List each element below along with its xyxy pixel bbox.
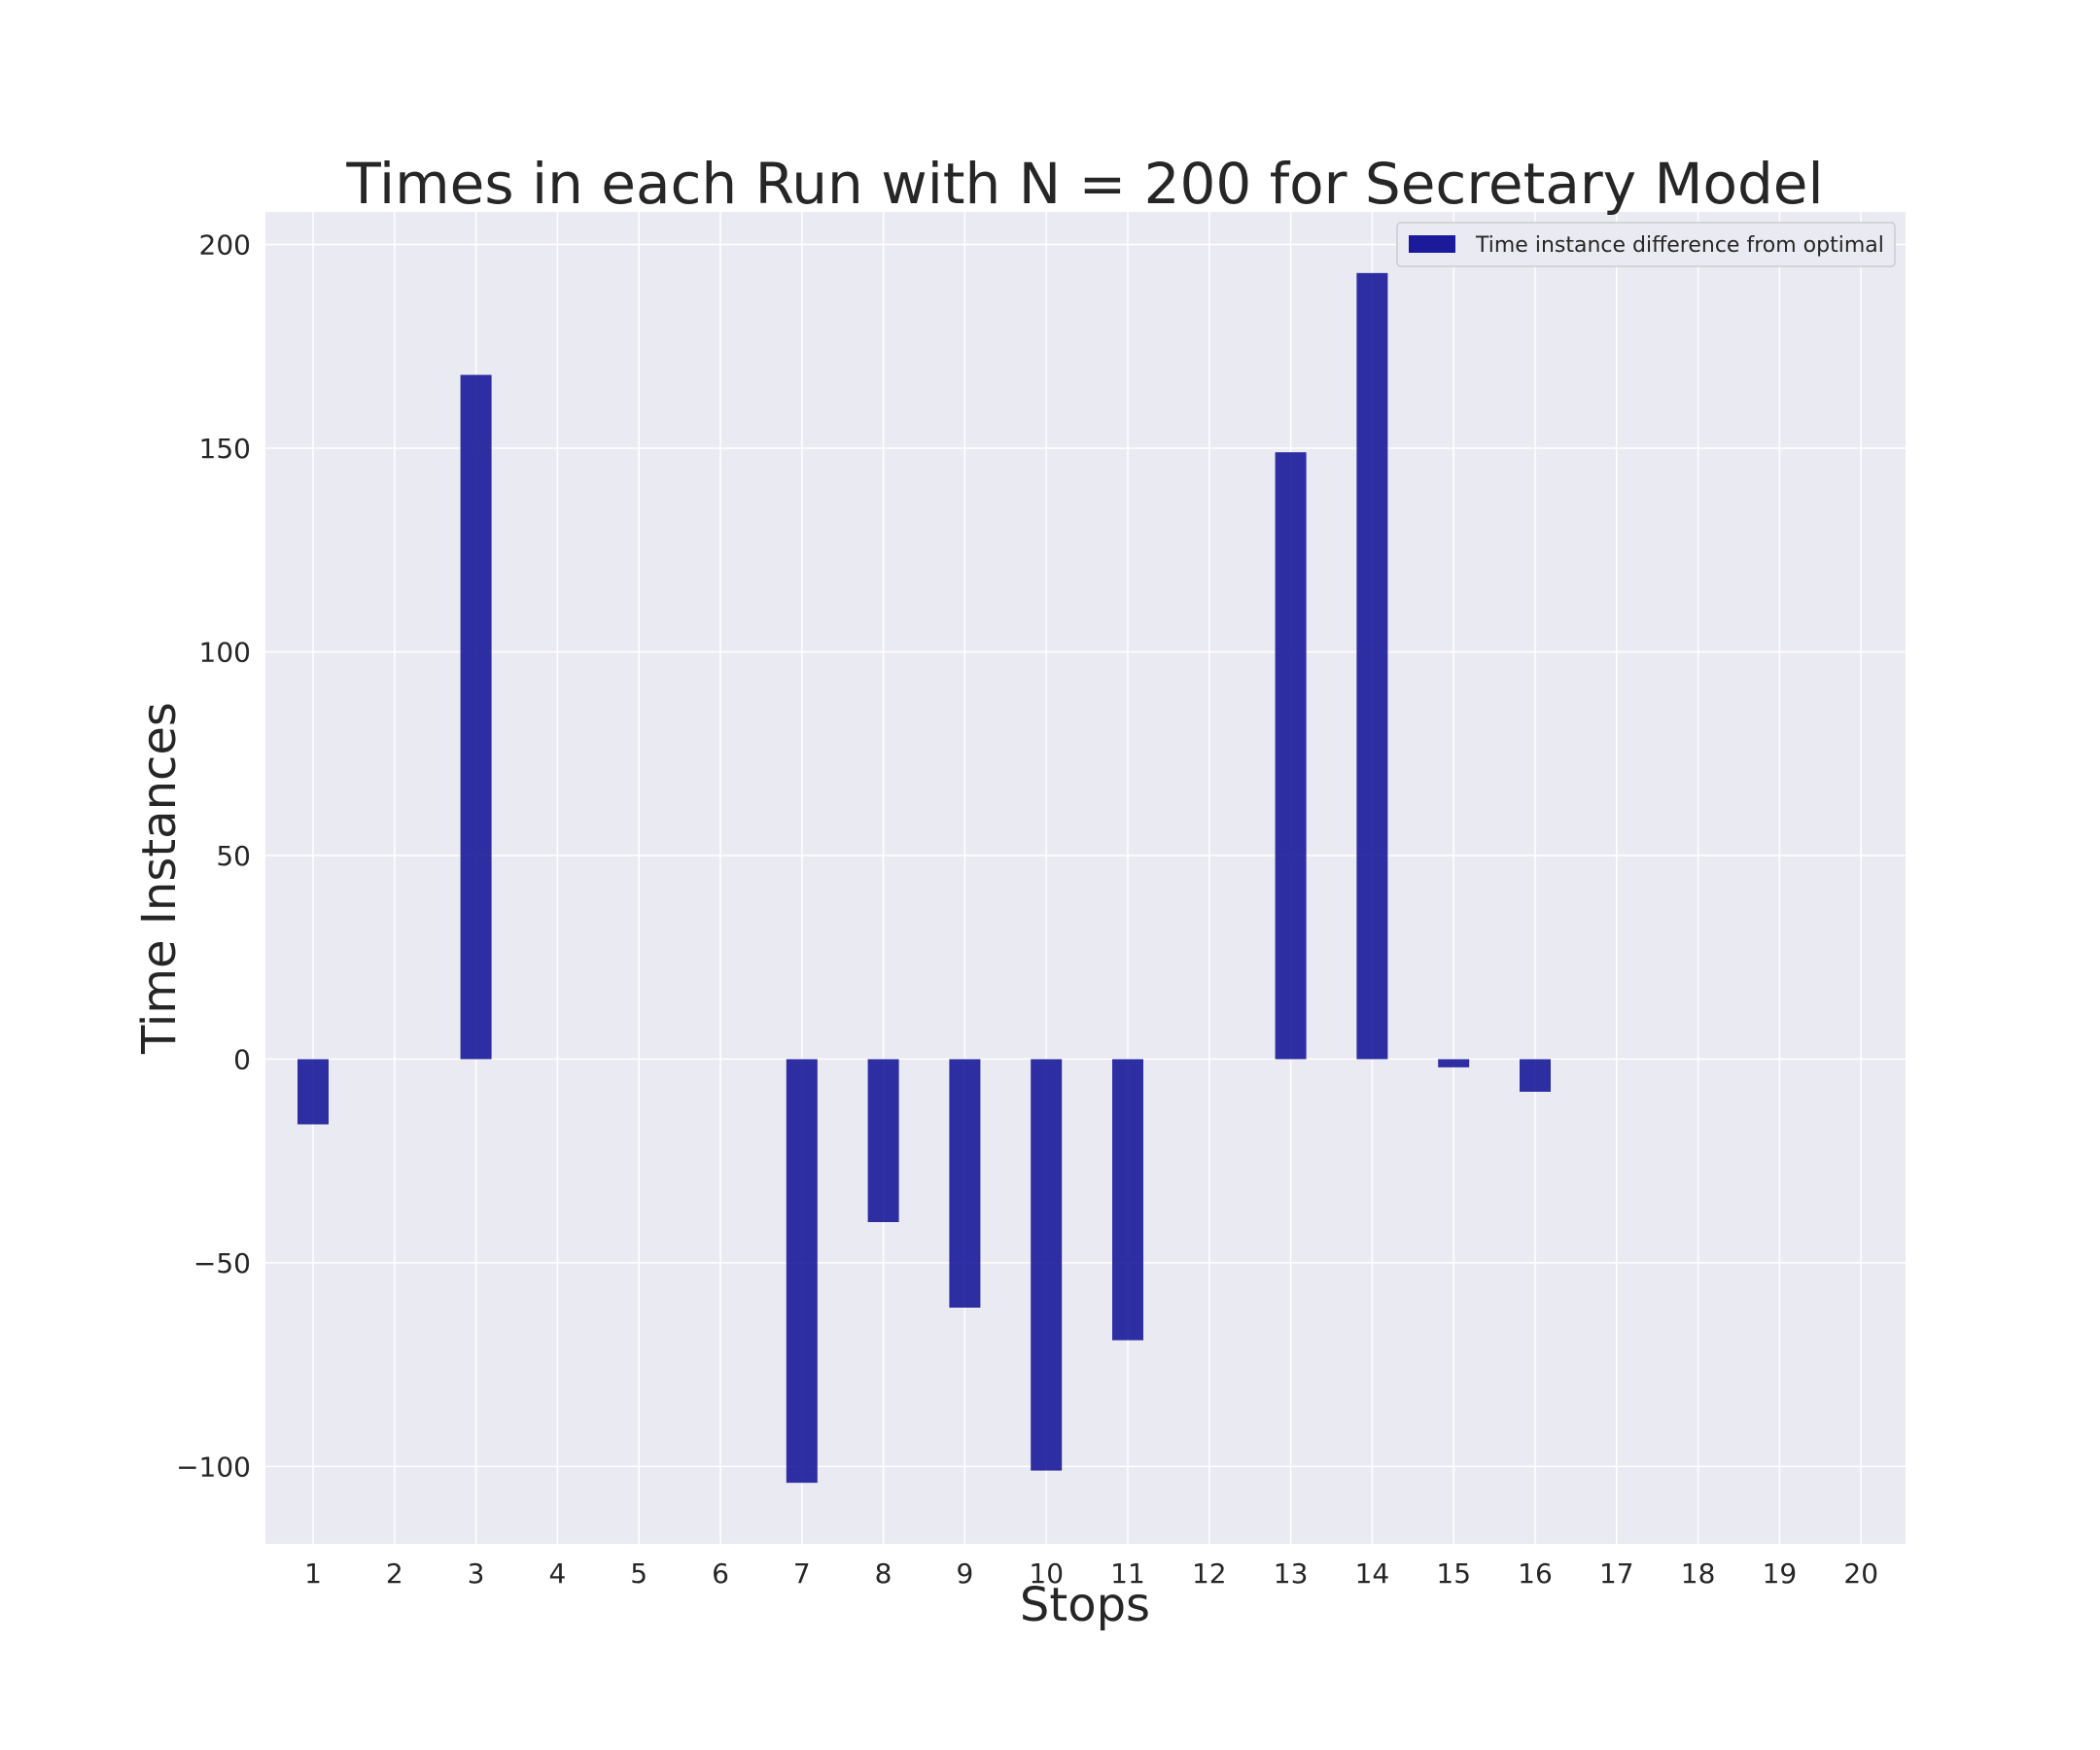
- bar-3: [460, 374, 492, 1060]
- bar-11: [1112, 1059, 1143, 1341]
- y-tick-labels: −100 −50 0 50 100 150 200: [176, 229, 251, 1484]
- x-tick-label: 13: [1274, 1558, 1309, 1590]
- y-tick-label: 150: [199, 433, 251, 465]
- y-tick-label: 100: [199, 636, 251, 668]
- x-tick-label: 11: [1110, 1558, 1145, 1590]
- x-tick-label: 10: [1029, 1558, 1064, 1590]
- x-tick-label: 19: [1763, 1558, 1798, 1590]
- bar-7: [786, 1059, 818, 1484]
- x-tick-label: 20: [1843, 1558, 1878, 1590]
- x-tick-label: 2: [386, 1558, 403, 1590]
- x-tick-label: 8: [875, 1558, 892, 1590]
- bar-16: [1520, 1059, 1551, 1092]
- y-tick-label: 0: [233, 1043, 251, 1075]
- x-tick-label: 18: [1681, 1558, 1716, 1590]
- bar-14: [1356, 272, 1388, 1060]
- legend-label: Time instance difference from optimal: [1475, 233, 1884, 258]
- bars: [298, 272, 1551, 1484]
- plot-background: [265, 212, 1906, 1544]
- x-tick-label: 12: [1192, 1558, 1227, 1590]
- y-tick-label: 200: [199, 229, 251, 262]
- x-tick-label: 9: [956, 1558, 973, 1590]
- bar-10: [1031, 1059, 1063, 1471]
- x-tick-label: 14: [1355, 1558, 1390, 1590]
- x-tick-label: 17: [1599, 1558, 1634, 1590]
- y-tick-label: −50: [193, 1247, 251, 1279]
- x-tick-labels: 1 2 3 4 5 6 7 8 9 10 11 12 13 14 15 16 17 18 19 20: [304, 1558, 1878, 1590]
- legend-swatch: [1409, 235, 1455, 253]
- y-tick-label: −100: [176, 1451, 251, 1483]
- x-tick-label: 16: [1518, 1558, 1553, 1590]
- x-axis-label: Stops: [1020, 1578, 1150, 1632]
- x-tick-label: 15: [1436, 1558, 1471, 1590]
- x-tick-label: 7: [793, 1558, 811, 1590]
- bar-1: [298, 1059, 329, 1125]
- x-tick-label: 6: [712, 1558, 729, 1590]
- bar-8: [867, 1059, 899, 1223]
- x-tick-label: 5: [630, 1558, 648, 1590]
- legend-box: [1396, 222, 1896, 267]
- x-tick-label: 1: [304, 1558, 322, 1590]
- legend: Time instance difference from optimal: [1396, 222, 1896, 267]
- bar-9: [949, 1059, 981, 1309]
- bar-15: [1438, 1059, 1470, 1068]
- chart-title: Times in each Run with N = 200 for Secre…: [345, 151, 1823, 217]
- bar-13: [1275, 452, 1307, 1060]
- x-tick-label: 4: [548, 1558, 566, 1590]
- x-tick-label: 3: [468, 1558, 485, 1590]
- y-axis-label: Time Instances: [132, 702, 187, 1055]
- y-tick-label: 50: [216, 840, 251, 872]
